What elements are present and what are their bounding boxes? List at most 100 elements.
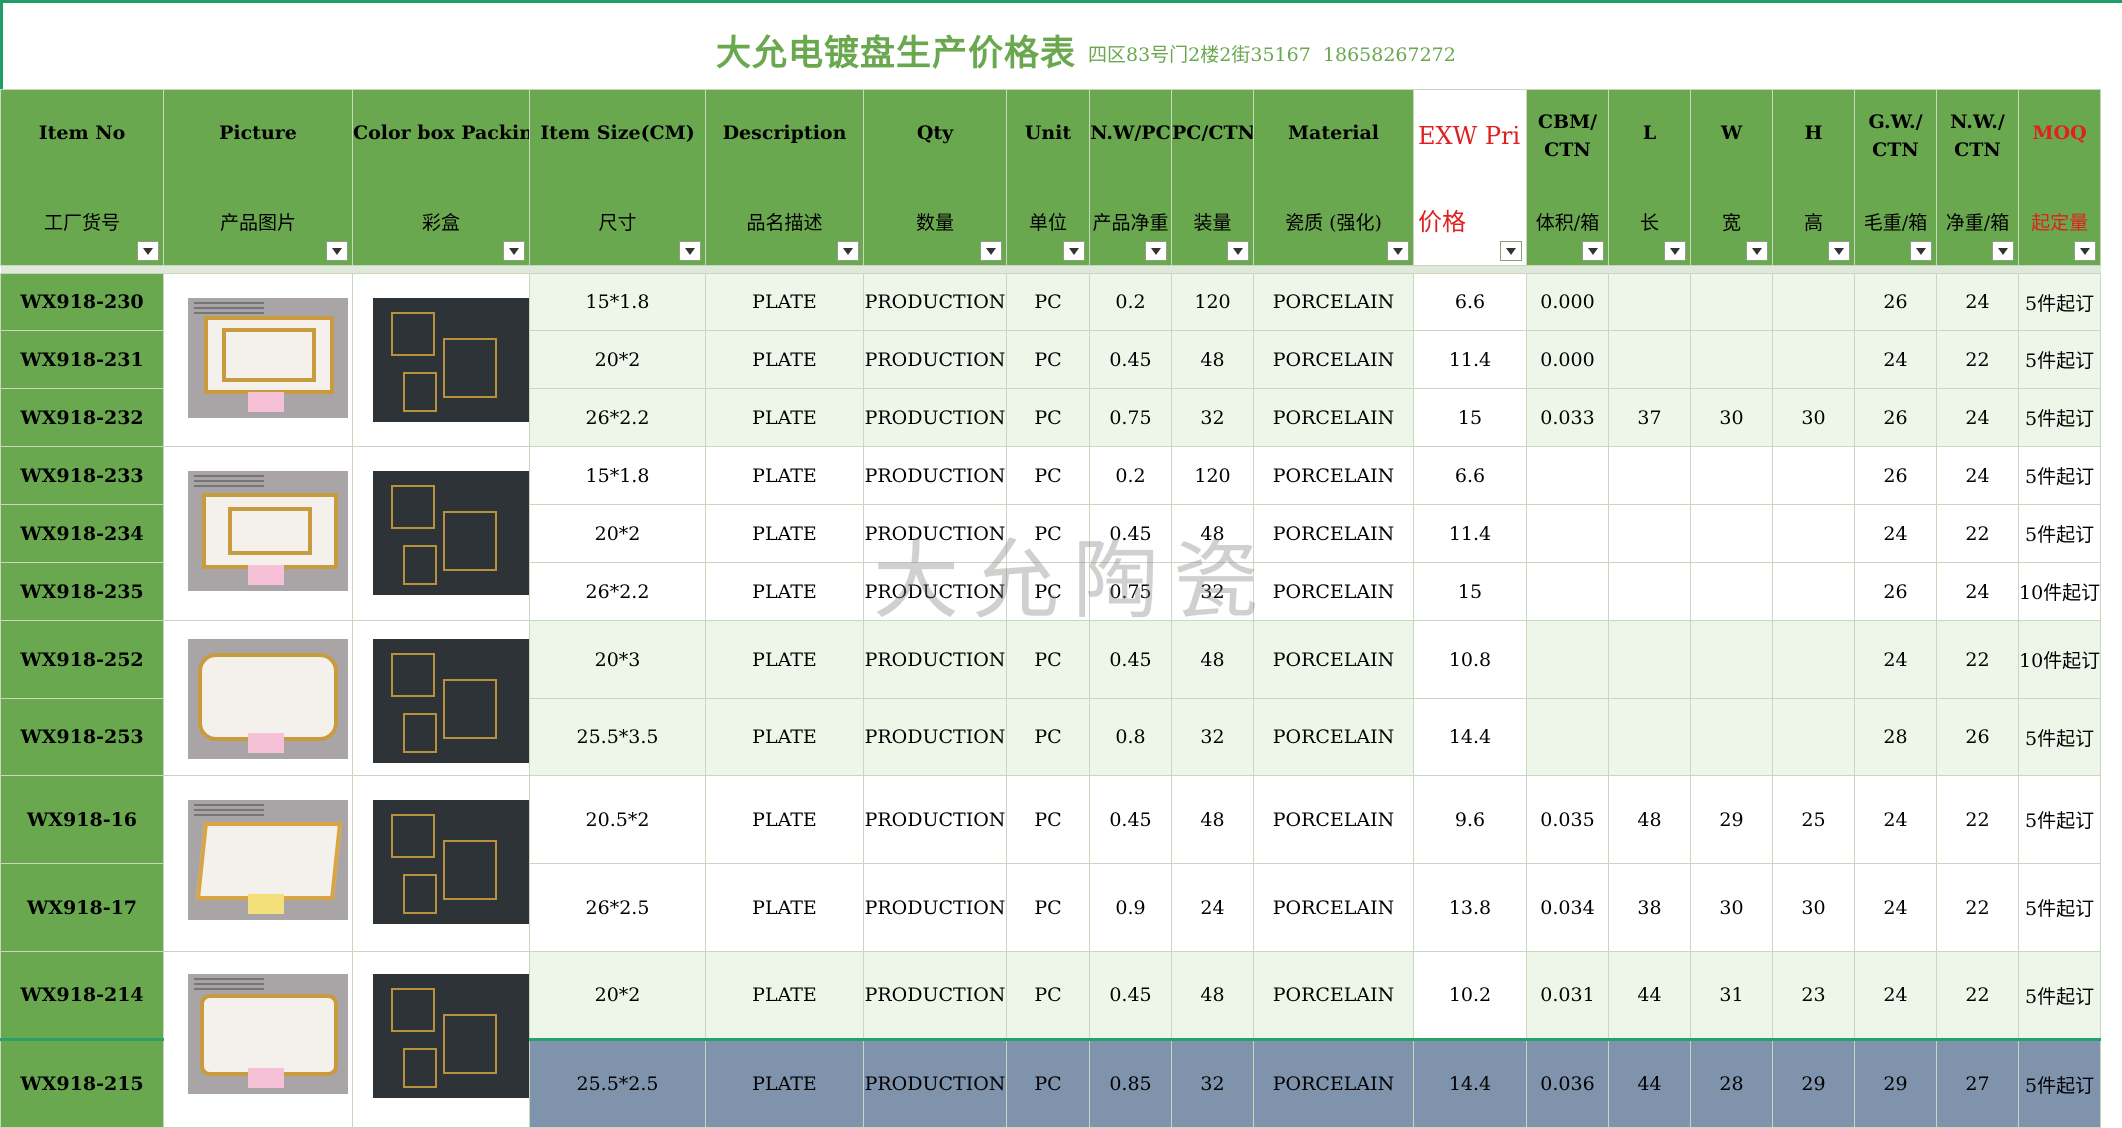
w-cell[interactable] <box>1690 698 1773 776</box>
filter-dropdown-icon[interactable] <box>2074 241 2097 261</box>
description-cell[interactable]: PLATE <box>705 698 864 776</box>
w-cell[interactable]: 28 <box>1690 1038 1773 1128</box>
size-cell[interactable]: 15*1.8 <box>529 273 706 331</box>
gw-cell[interactable]: 24 <box>1854 504 1937 563</box>
description-cell[interactable]: PLATE <box>705 951 864 1040</box>
nw-pc-cell[interactable]: 0.45 <box>1089 504 1172 563</box>
nw-ctn-cell[interactable]: 22 <box>1936 620 2019 699</box>
h-cell[interactable] <box>1772 330 1855 389</box>
col-header-nw-ctn[interactable]: N.W./ CTN 净重/箱 <box>1936 89 2019 266</box>
filter-dropdown-icon[interactable] <box>1063 241 1085 261</box>
l-cell[interactable] <box>1608 446 1691 505</box>
l-cell[interactable]: 37 <box>1608 388 1691 447</box>
gw-cell[interactable]: 28 <box>1854 698 1937 776</box>
nw-ctn-cell[interactable]: 22 <box>1936 951 2019 1040</box>
filter-dropdown-icon[interactable] <box>1746 241 1768 261</box>
l-cell[interactable] <box>1608 562 1691 621</box>
qty-cell[interactable]: PRODUCTION <box>863 775 1007 864</box>
material-cell[interactable]: PORCELAIN <box>1253 388 1414 447</box>
material-cell[interactable]: PORCELAIN <box>1253 951 1414 1040</box>
table-row[interactable]: WX918-233 15*1.8 <box>0 446 2102 621</box>
color-box-cell[interactable] <box>352 775 530 952</box>
w-cell[interactable]: 30 <box>1690 863 1773 952</box>
pc-ctn-cell[interactable]: 48 <box>1171 951 1254 1040</box>
unit-cell[interactable]: PC <box>1006 863 1090 952</box>
qty-cell[interactable]: PRODUCTION <box>863 504 1007 563</box>
unit-cell[interactable]: PC <box>1006 273 1090 331</box>
unit-cell[interactable]: PC <box>1006 446 1090 505</box>
product-picture-cell[interactable] <box>163 951 353 1128</box>
filter-dropdown-icon[interactable] <box>1828 241 1850 261</box>
nw-ctn-cell[interactable]: 26 <box>1936 698 2019 776</box>
nw-ctn-cell[interactable]: 27 <box>1936 1038 2019 1128</box>
filter-dropdown-icon[interactable] <box>1910 241 1932 261</box>
material-cell[interactable]: PORCELAIN <box>1253 620 1414 699</box>
size-cell[interactable]: 26*2.2 <box>529 388 706 447</box>
table-row-selected[interactable]: WX918-215 25.5*2.5 PLATE PRODUCTION PC 0… <box>0 1038 2102 1128</box>
qty-cell[interactable]: PRODUCTION <box>863 951 1007 1040</box>
qty-cell[interactable]: PRODUCTION <box>863 620 1007 699</box>
h-cell[interactable]: 29 <box>1772 1038 1855 1128</box>
size-cell[interactable]: 15*1.8 <box>529 446 706 505</box>
size-cell[interactable]: 26*2.2 <box>529 562 706 621</box>
price-cell[interactable]: 9.6 <box>1413 775 1527 864</box>
l-cell[interactable] <box>1608 698 1691 776</box>
col-header-description[interactable]: Description 品名描述 <box>705 89 864 266</box>
cbm-cell[interactable] <box>1526 446 1609 505</box>
nw-pc-cell[interactable]: 0.2 <box>1089 273 1172 331</box>
material-cell[interactable]: PORCELAIN <box>1253 562 1414 621</box>
moq-cell[interactable]: 5件起订 <box>2017 951 2102 1040</box>
col-header-unit[interactable]: Unit 单位 <box>1006 89 1090 266</box>
item-no-cell[interactable]: WX918-233 <box>0 446 164 505</box>
cbm-cell[interactable] <box>1526 698 1609 776</box>
color-box-cell[interactable] <box>352 620 530 776</box>
qty-cell[interactable]: PRODUCTION <box>863 330 1007 389</box>
price-cell[interactable]: 6.6 <box>1413 446 1527 505</box>
material-cell[interactable]: PORCELAIN <box>1253 446 1414 505</box>
size-cell[interactable]: 20*3 <box>529 620 706 699</box>
item-no-cell[interactable]: WX918-232 <box>0 388 164 447</box>
col-header-gw-ctn[interactable]: G.W./ CTN 毛重/箱 <box>1854 89 1937 266</box>
gw-cell[interactable]: 26 <box>1854 273 1937 331</box>
filter-dropdown-icon[interactable] <box>837 241 859 261</box>
cbm-cell[interactable]: 0.033 <box>1526 388 1609 447</box>
filter-dropdown-icon[interactable] <box>137 241 159 261</box>
w-cell[interactable] <box>1690 504 1773 563</box>
cbm-cell[interactable]: 0.000 <box>1526 273 1609 331</box>
description-cell[interactable]: PLATE <box>705 273 864 331</box>
moq-cell[interactable]: 5件起订 <box>2017 504 2102 563</box>
product-picture-cell[interactable] <box>163 273 353 447</box>
table-row[interactable]: WX918-230 15*1.8 <box>0 273 2102 447</box>
nw-ctn-cell[interactable]: 24 <box>1936 446 2019 505</box>
item-no-cell[interactable]: WX918-215 <box>0 1038 164 1128</box>
col-header-qty[interactable]: Qty 数量 <box>863 89 1007 266</box>
nw-ctn-cell[interactable]: 22 <box>1936 504 2019 563</box>
gw-cell[interactable]: 24 <box>1854 620 1937 699</box>
price-cell[interactable]: 11.4 <box>1413 504 1527 563</box>
item-no-cell[interactable]: WX918-235 <box>0 562 164 621</box>
pc-ctn-cell[interactable]: 48 <box>1171 330 1254 389</box>
filter-dropdown-icon[interactable] <box>1582 241 1604 261</box>
nw-ctn-cell[interactable]: 24 <box>1936 273 2019 331</box>
size-cell[interactable]: 26*2.5 <box>529 863 706 952</box>
table-row[interactable]: WX918-231 20*2 PLATE PRODUCTION PC 0.45 … <box>0 330 2102 389</box>
moq-cell[interactable]: 10件起订 <box>2017 562 2102 621</box>
item-no-cell[interactable]: WX918-16 <box>0 775 164 864</box>
unit-cell[interactable]: PC <box>1006 1038 1090 1128</box>
material-cell[interactable]: PORCELAIN <box>1253 273 1414 331</box>
unit-cell[interactable]: PC <box>1006 388 1090 447</box>
size-cell[interactable]: 20.5*2 <box>529 775 706 864</box>
nw-pc-cell[interactable]: 0.45 <box>1089 951 1172 1040</box>
filter-dropdown-icon[interactable] <box>326 241 348 261</box>
price-cell[interactable]: 10.8 <box>1413 620 1527 699</box>
table-row[interactable]: WX918-214 20*2 PLATE <box>0 951 2102 1128</box>
l-cell[interactable]: 44 <box>1608 951 1691 1040</box>
nw-ctn-cell[interactable]: 24 <box>1936 388 2019 447</box>
moq-cell[interactable]: 5件起订 <box>2017 863 2102 952</box>
item-no-cell[interactable]: WX918-17 <box>0 863 164 952</box>
filter-dropdown-icon[interactable] <box>1664 241 1686 261</box>
unit-cell[interactable]: PC <box>1006 504 1090 563</box>
unit-cell[interactable]: PC <box>1006 620 1090 699</box>
h-cell[interactable] <box>1772 273 1855 331</box>
